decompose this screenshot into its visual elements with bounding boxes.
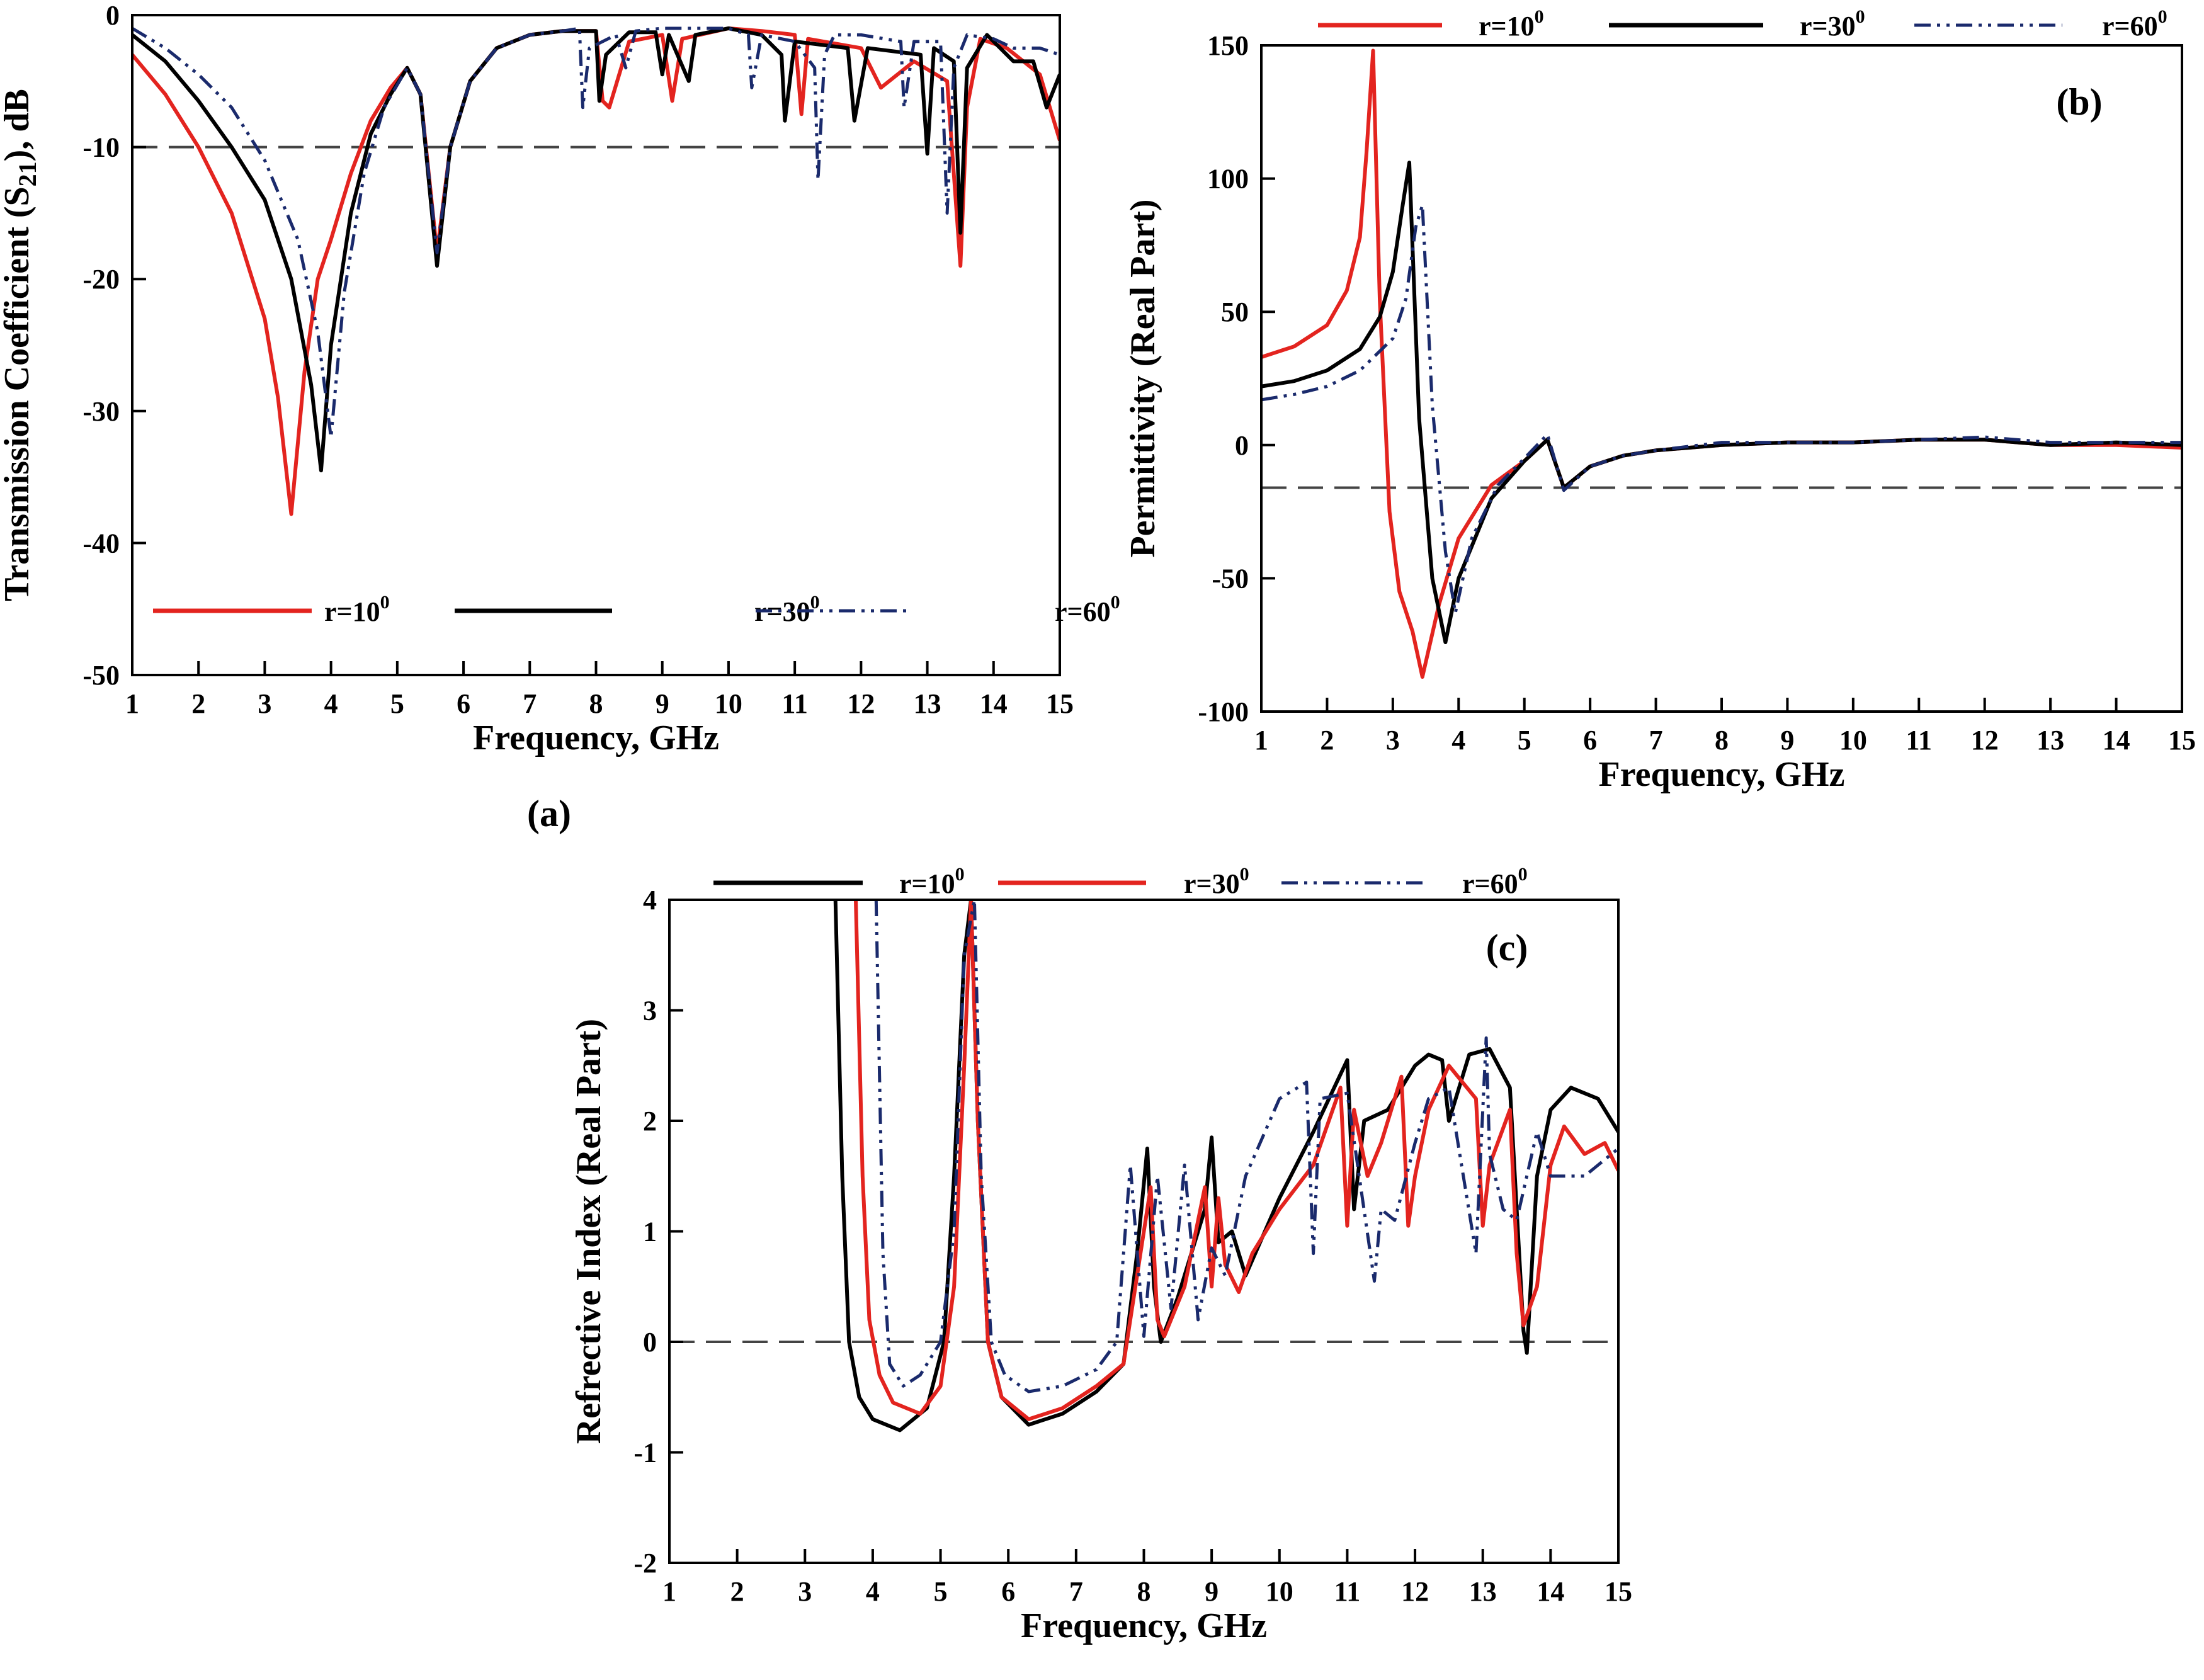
x-tick-label: 15 xyxy=(1605,1576,1632,1607)
x-tick-label: 7 xyxy=(1069,1576,1083,1607)
x-tick-label: 2 xyxy=(730,1576,744,1607)
series-line-a-2 xyxy=(132,26,1060,440)
y-axis-label: Transmission Coefficient (S21), dB xyxy=(0,89,42,601)
x-tick-label: 11 xyxy=(1334,1576,1361,1607)
x-tick-label: 3 xyxy=(1386,725,1400,756)
y-axis-label: Permittivity (Real Part) xyxy=(1123,199,1162,557)
x-tick-label: 8 xyxy=(1137,1576,1151,1607)
x-tick-label: 5 xyxy=(390,688,404,719)
y-tick-label: 4 xyxy=(643,885,657,916)
y-tick-label: -1 xyxy=(633,1438,657,1468)
x-tick-label: 9 xyxy=(656,688,669,719)
x-tick-label: 1 xyxy=(125,688,139,719)
x-tick-label: 12 xyxy=(847,688,875,719)
x-tick-label: 1 xyxy=(662,1576,676,1607)
y-tick-label: 0 xyxy=(1235,430,1249,461)
x-tick-label: 10 xyxy=(1266,1576,1293,1607)
y-tick-label: 1 xyxy=(643,1217,657,1247)
plot-frame xyxy=(131,14,1061,676)
x-axis-label: Frequency, GHz xyxy=(473,718,719,758)
legend-label: r=100 xyxy=(899,864,965,899)
x-tick-label: 14 xyxy=(2103,725,2130,756)
chart-panel-c: 1 2 3 4 5 6 7 8 9 10 11 12 13 14 1543210-1-2Frequency,… xyxy=(569,864,1632,1645)
series-line-c-0 xyxy=(833,900,1618,1433)
y-tick-label: 0 xyxy=(643,1327,657,1358)
series-line-b-0 xyxy=(1261,48,2182,679)
series-line-b-1 xyxy=(1261,161,2182,644)
x-tick-label: 9 xyxy=(1205,1576,1218,1607)
x-tick-label: 5 xyxy=(1518,725,1531,756)
x-tick-label: 13 xyxy=(2036,725,2064,756)
x-tick-label: 11 xyxy=(781,688,808,719)
series-line-c-2 xyxy=(874,900,1618,1393)
y-tick-label: 100 xyxy=(1207,164,1249,195)
legend-label: r=300 xyxy=(1184,864,1249,899)
y-tick-label: 50 xyxy=(1221,297,1249,327)
x-tick-label: 5 xyxy=(934,1576,948,1607)
series-line-c-1 xyxy=(854,900,1618,1421)
y-tick-label: -100 xyxy=(1198,696,1249,727)
x-tick-label: 4 xyxy=(1451,725,1465,756)
y-tick-label: -10 xyxy=(82,132,120,163)
legend-label: r=100 xyxy=(324,592,390,627)
x-tick-label: 6 xyxy=(1583,725,1597,756)
plot-frame xyxy=(1260,44,2183,713)
x-tick-label: 4 xyxy=(324,688,338,719)
y-tick-label: -2 xyxy=(633,1548,657,1579)
y-tick-label: -30 xyxy=(82,396,120,427)
y-tick-label: -50 xyxy=(82,660,120,691)
x-tick-label: 2 xyxy=(1320,725,1334,756)
x-tick-label: 15 xyxy=(2168,725,2196,756)
legend-label: r=600 xyxy=(1055,592,1120,627)
panel-label: (c) xyxy=(1486,927,1528,968)
y-axis-label: Refrective Index (Real Part) xyxy=(569,1019,608,1444)
y-tick-label: 3 xyxy=(643,996,657,1026)
panel-label: (b) xyxy=(2056,81,2102,123)
x-tick-label: 14 xyxy=(1537,1576,1564,1607)
x-tick-label: 11 xyxy=(1906,725,1932,756)
x-tick-label: 10 xyxy=(715,688,742,719)
x-tick-label: 7 xyxy=(523,688,537,719)
series-line-a-0 xyxy=(132,26,1060,516)
x-tick-label: 2 xyxy=(191,688,205,719)
x-tick-label: 7 xyxy=(1649,725,1663,756)
legend-label: r=300 xyxy=(1800,6,1865,42)
x-tick-label: 14 xyxy=(980,688,1008,719)
panel-label: (a) xyxy=(527,793,571,834)
legend-label: r=600 xyxy=(1462,864,1528,899)
chart-panel-b: 1 2 3 4 5 6 7 8 9 10 11 12 13 14 15150100500-50-100Fre… xyxy=(1123,6,2196,794)
x-tick-label: 9 xyxy=(1780,725,1794,756)
x-tick-label: 10 xyxy=(1839,725,1867,756)
series-line-b-2 xyxy=(1261,203,2182,615)
x-axis-label: Frequency, GHz xyxy=(1599,755,1845,794)
x-tick-label: 6 xyxy=(457,688,470,719)
x-tick-label: 15 xyxy=(1046,688,1074,719)
y-tick-label: 2 xyxy=(643,1106,657,1137)
x-tick-label: 4 xyxy=(866,1576,880,1607)
x-tick-label: 12 xyxy=(1971,725,1999,756)
x-tick-label: 12 xyxy=(1401,1576,1429,1607)
x-tick-label: 1 xyxy=(1254,725,1268,756)
x-tick-label: 3 xyxy=(258,688,271,719)
legend-label: r=600 xyxy=(2102,6,2167,42)
y-tick-label: 150 xyxy=(1207,30,1249,61)
y-tick-label: -40 xyxy=(82,528,120,559)
y-tick-label: -20 xyxy=(82,264,120,295)
series-line-a-1 xyxy=(132,26,1060,473)
x-tick-label: 6 xyxy=(1001,1576,1015,1607)
y-tick-label: -50 xyxy=(1212,563,1249,594)
x-tick-label: 3 xyxy=(798,1576,812,1607)
x-tick-label: 13 xyxy=(914,688,941,719)
x-tick-label: 13 xyxy=(1469,1576,1497,1607)
x-tick-label: 8 xyxy=(589,688,603,719)
x-axis-label: Frequency, GHz xyxy=(1021,1606,1267,1645)
legend-label: r=100 xyxy=(1479,6,1544,42)
x-tick-label: 8 xyxy=(1715,725,1729,756)
chart-panel-a: 1 2 3 4 5 6 7 8 9 10 11 12 13 14 150-10-20-30-40-50Fre… xyxy=(0,0,1120,834)
y-tick-label: 0 xyxy=(106,0,120,31)
